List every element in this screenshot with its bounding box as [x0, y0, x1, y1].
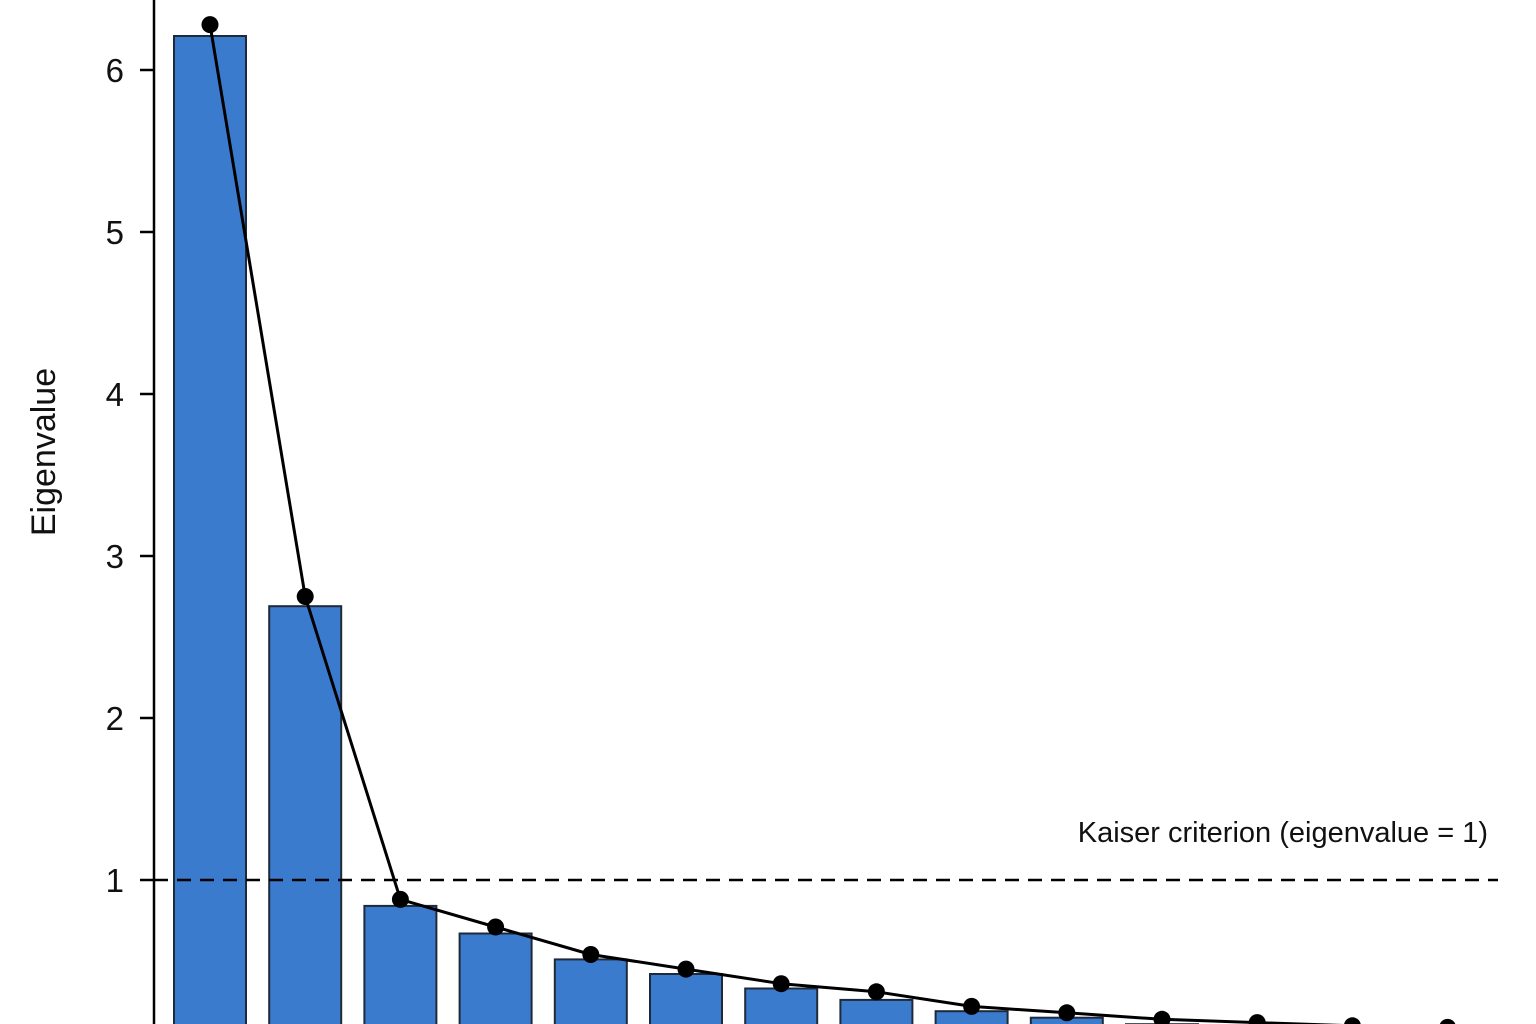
point-component-6: [677, 960, 695, 978]
bars: [173, 35, 1199, 1024]
y-axis-label: Eigenvalue: [25, 368, 63, 536]
point-component-2: [296, 588, 314, 605]
y-tick-label-3: 3: [106, 538, 124, 575]
eigenvalue-line: [208, 24, 1344, 1024]
point-component-8: [867, 983, 885, 1001]
bar-component-5: [553, 958, 628, 1024]
y-tick-label-1: 1: [106, 862, 124, 899]
point-component-13: [1344, 1017, 1361, 1024]
point-component-14: [1439, 1018, 1456, 1024]
point-component-11: [1153, 1010, 1171, 1024]
bar-component-1: [173, 35, 247, 1024]
y-tick-label-5: 5: [106, 214, 124, 251]
kaiser-criterion-label: Kaiser criterion (eigenvalue = 1): [1078, 817, 1488, 849]
eigenvalue-points: [201, 16, 1456, 1024]
y-tick-label-6: 6: [106, 52, 124, 89]
kaiser-reference: Kaiser criterion (eigenvalue = 1): [154, 817, 1498, 882]
y-tick-label-2: 2: [106, 700, 124, 737]
point-component-9: [963, 997, 981, 1015]
eigenvalue-polyline: [208, 24, 1344, 1024]
point-component-5: [582, 946, 600, 963]
point-component-1: [201, 16, 219, 34]
bar-component-7: [744, 987, 819, 1024]
bar-component-3: [363, 904, 438, 1024]
point-component-10: [1058, 1004, 1076, 1022]
bar-component-4: [458, 932, 533, 1024]
bar-component-6: [649, 973, 723, 1024]
y-ticks: 1 2 3 4 5 6: [106, 52, 154, 899]
y-tick-label-4: 4: [106, 376, 124, 413]
point-component-7: [772, 975, 790, 993]
bar-component-8: [839, 998, 914, 1024]
bar-component-2: [268, 605, 343, 1024]
point-component-12: [1248, 1014, 1266, 1024]
point-component-3: [391, 890, 409, 908]
point-component-4: [487, 918, 505, 936]
